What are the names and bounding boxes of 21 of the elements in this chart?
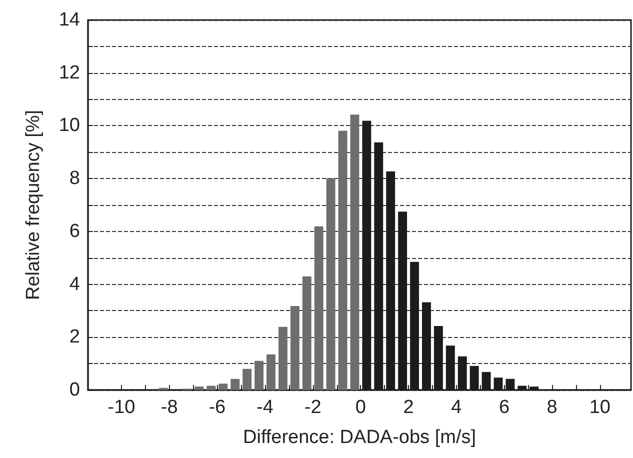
y-tick-label: 12 — [58, 62, 80, 84]
y-tick-label: 10 — [58, 115, 80, 136]
y-tick-label: 4 — [69, 274, 80, 295]
y-tick-label: 0 — [69, 380, 80, 400]
x-tick-label: 0 — [355, 397, 366, 418]
x-tick-label: 6 — [498, 397, 510, 418]
x-tick-label: 2 — [403, 397, 414, 418]
x-tick-label: 8 — [546, 397, 558, 418]
x-tick-label: -10 — [108, 397, 136, 418]
y-tick-label: 2 — [69, 326, 80, 348]
x-tick-label: -4 — [256, 397, 274, 418]
x-tick-label: 10 — [589, 397, 610, 418]
x-tick-label: 4 — [451, 397, 462, 418]
x-tick-label: -6 — [208, 397, 226, 418]
x-tick-label: -2 — [304, 397, 322, 418]
y-tick-label: 8 — [69, 168, 80, 190]
y-axis-title: Relative frequency [%] — [23, 110, 44, 300]
y-tick-label: 6 — [69, 220, 80, 242]
x-tick-label: -8 — [160, 397, 178, 418]
y-tick-label: 14 — [58, 10, 80, 30]
x-axis-title: Difference: DADA-obs [m/s] — [242, 427, 476, 448]
